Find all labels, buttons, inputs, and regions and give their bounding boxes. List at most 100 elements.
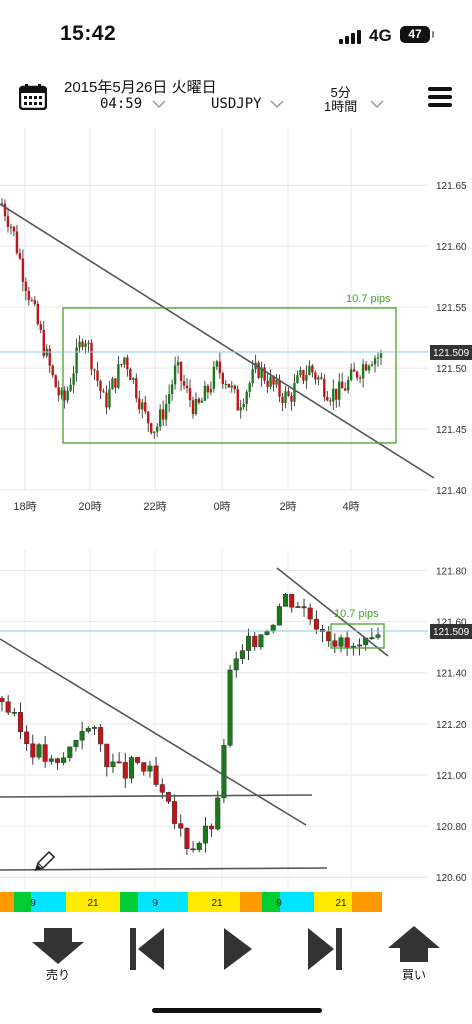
candle (17, 712, 23, 733)
buy-button[interactable]: 買い (384, 924, 444, 982)
y-tick-label: 121.80 (436, 566, 467, 577)
x-tick-label: 22時 (143, 500, 166, 513)
candle (117, 364, 120, 388)
candle (191, 400, 195, 415)
candle (122, 762, 128, 779)
candle (346, 379, 350, 391)
menu-icon[interactable] (428, 87, 452, 107)
candle (114, 378, 117, 388)
candle (61, 757, 67, 763)
candle (179, 361, 183, 382)
candle (302, 370, 305, 381)
candle (5, 701, 11, 713)
candle (184, 828, 190, 849)
y-tick-label: 121.00 (436, 771, 467, 782)
candle (258, 634, 264, 648)
chevron-down-icon (270, 100, 284, 109)
candle (260, 367, 263, 378)
skip-back-icon (130, 928, 164, 970)
candle (93, 369, 96, 371)
candle (245, 391, 248, 405)
candle (275, 379, 278, 385)
skip-forward-button[interactable] (294, 924, 354, 980)
candle (99, 380, 102, 392)
candle (12, 226, 16, 232)
candle (335, 388, 338, 400)
candle (30, 743, 36, 758)
session-segment (262, 892, 280, 912)
candle (323, 378, 326, 397)
y-tick-label: 121.60 (436, 242, 467, 253)
pair-select[interactable]: USDJPY (211, 96, 262, 112)
candle (295, 606, 301, 608)
timeframe-bottom: 1時間 (324, 99, 358, 114)
candle (230, 385, 233, 388)
calendar-icon[interactable] (18, 84, 48, 111)
session-label: 21 (87, 898, 99, 909)
candle (108, 389, 111, 408)
candle (104, 743, 110, 768)
candle (197, 398, 201, 403)
candle (155, 426, 159, 432)
candle (269, 376, 272, 387)
session-segment (352, 892, 382, 912)
candle (110, 761, 116, 768)
candle (132, 378, 135, 380)
candle (190, 848, 196, 851)
candle (376, 357, 380, 359)
status-bar: 15:42 4G 47 (0, 0, 472, 70)
candle (264, 631, 270, 635)
sell-button[interactable]: 売り (28, 924, 88, 982)
timeframe-select[interactable]: 5分 1時間 (324, 86, 357, 114)
candle (317, 377, 320, 380)
session-segment (66, 892, 120, 912)
network-type: 4G (369, 26, 392, 45)
candle (326, 396, 329, 401)
range-label: 10.7 pips (334, 608, 379, 620)
candle (290, 395, 293, 402)
candle (367, 365, 371, 371)
candle (239, 650, 245, 659)
candle (357, 644, 363, 647)
candle (194, 398, 198, 415)
sell-label: 売り (45, 968, 70, 982)
chart-1hour[interactable]: 10.7 pips 121.509 121.80 121.60 121.40 121.… (0, 550, 472, 890)
chevron-down-icon (370, 100, 384, 109)
candle (141, 762, 147, 772)
candle (369, 637, 375, 639)
candle (305, 374, 308, 381)
price-tag-text: 121.509 (433, 348, 470, 359)
candle (9, 226, 13, 228)
candle (266, 380, 269, 387)
candle (150, 423, 153, 433)
session-label: 21 (211, 898, 223, 909)
candle (6, 216, 10, 227)
candle (370, 364, 374, 366)
candle (246, 635, 252, 651)
candle (329, 400, 332, 402)
chart-5min[interactable]: 10.7 pips 121.509 121.65 121.60 121.55 121.… (0, 128, 472, 520)
skip-back-button[interactable] (118, 924, 178, 980)
play-icon (224, 928, 252, 970)
candle (3, 203, 7, 217)
x-tick-label: 0時 (213, 500, 230, 513)
time-select[interactable]: 04:59 (100, 96, 143, 112)
range-box (330, 623, 385, 649)
candle (227, 383, 231, 388)
candle (178, 823, 184, 829)
candle (301, 606, 307, 609)
candle (281, 396, 284, 404)
play-button[interactable] (206, 924, 266, 980)
pencil-icon[interactable] (34, 850, 56, 872)
session-segment (120, 892, 138, 912)
candle (73, 740, 79, 748)
buy-label: 買い (401, 968, 426, 982)
y-tick-label: 120.60 (436, 873, 467, 884)
candle (120, 364, 123, 366)
timeframe-top: 5分 (330, 85, 351, 100)
candle (87, 342, 90, 344)
candle (176, 361, 180, 366)
y-tick-label: 121.40 (436, 486, 467, 497)
battery-icon: 47 (400, 26, 434, 43)
candle (311, 365, 314, 373)
